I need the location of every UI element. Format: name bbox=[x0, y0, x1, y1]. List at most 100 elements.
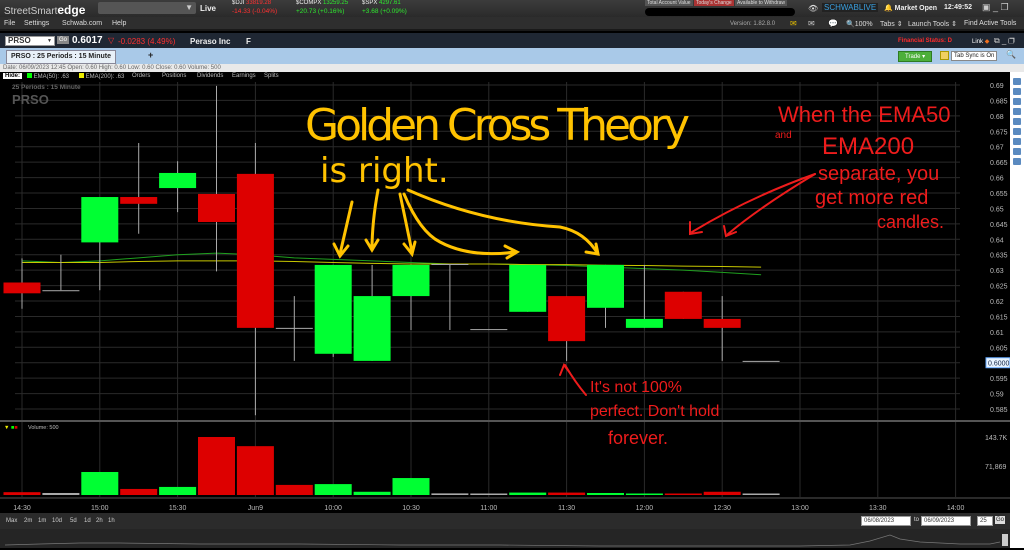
candle-body[interactable] bbox=[625, 318, 663, 328]
y-tick-label: 0.655 bbox=[990, 191, 1008, 198]
legend-dividends[interactable]: Dividends bbox=[197, 73, 224, 79]
menu-bar: File Settings Schwab.com Help Version: 1.82… bbox=[0, 17, 1024, 31]
y-tick-label: 0.585 bbox=[990, 407, 1008, 414]
alerts-icon[interactable]: ✉ bbox=[790, 19, 797, 28]
index-change: +3.68 (+0.09%) bbox=[362, 8, 407, 15]
price-chart[interactable]: 0.69 0.685 0.68 0.675 0.67 0.665 0.66 0.655 0.65… bbox=[0, 82, 1010, 513]
hide-button[interactable]: Hide: bbox=[3, 73, 22, 79]
schwab-live-logo: SCHWABLIVE bbox=[822, 3, 879, 12]
candle-body[interactable] bbox=[548, 296, 586, 342]
palette-icon[interactable] bbox=[1013, 138, 1021, 145]
volume-bar bbox=[703, 491, 741, 495]
symbol-input[interactable]: PRSO ▼ bbox=[5, 36, 55, 46]
menu-file[interactable]: File bbox=[4, 20, 16, 27]
link-button[interactable]: Link ◆ bbox=[972, 39, 990, 45]
layout-icon[interactable] bbox=[1013, 158, 1021, 165]
note-icon[interactable] bbox=[940, 51, 949, 60]
tab-sync-toggle[interactable]: Tab Sync is On bbox=[951, 51, 998, 61]
periods-stepper[interactable]: 25 bbox=[977, 516, 993, 526]
available-to-withdraw: Available to Withdraw bbox=[735, 0, 788, 6]
candle-body[interactable] bbox=[159, 172, 197, 189]
to-date-input[interactable]: 06/09/2023 bbox=[921, 516, 971, 526]
line-icon[interactable] bbox=[1013, 118, 1021, 125]
study-icon[interactable] bbox=[1013, 98, 1021, 105]
candle-body[interactable] bbox=[120, 197, 158, 204]
volume-bar bbox=[470, 493, 508, 495]
candle-body[interactable] bbox=[236, 173, 274, 328]
add-tab-button[interactable]: + bbox=[148, 50, 154, 60]
candle-body[interactable] bbox=[703, 318, 741, 328]
panel-controls[interactable]: ⧉ _ ❐ bbox=[994, 36, 1015, 45]
x-tick-label: 14:00 bbox=[947, 505, 965, 512]
launch-tools-menu[interactable]: Launch Tools ⇕ bbox=[908, 21, 957, 28]
account-summary: Total Account Value Today's Change Avail… bbox=[645, 0, 805, 9]
range-1d[interactable]: 1d bbox=[84, 518, 91, 524]
legend-positions[interactable]: Positions bbox=[162, 73, 187, 79]
range-2m[interactable]: 2m bbox=[24, 518, 33, 524]
y-tick-label: 0.615 bbox=[990, 314, 1008, 321]
chat-icon[interactable]: 💬 bbox=[828, 19, 838, 28]
y-tick-label: 0.61 bbox=[990, 330, 1004, 337]
candle-body[interactable] bbox=[3, 282, 41, 294]
last-price: 0.6017 bbox=[72, 35, 103, 46]
volume-bar bbox=[509, 492, 547, 495]
mail-icon[interactable]: ✉ bbox=[808, 19, 815, 28]
candle-body[interactable] bbox=[275, 327, 313, 329]
go-button[interactable]: Go bbox=[57, 36, 70, 44]
range-2h[interactable]: 2h bbox=[96, 518, 103, 524]
tab-prso[interactable]: PRSO : 25 Periods : 15 Minute bbox=[6, 50, 116, 64]
range-10d[interactable]: 10d bbox=[52, 518, 63, 524]
candle-body[interactable] bbox=[353, 296, 391, 361]
candle-body[interactable] bbox=[587, 264, 624, 308]
annotation-separate-line: separate, you bbox=[818, 163, 939, 185]
x-tick-label: 13:00 bbox=[791, 505, 809, 512]
legend-ema200[interactable]: EMA(200): .63 bbox=[79, 73, 124, 80]
tabs-menu[interactable]: Tabs ⇕ bbox=[880, 21, 903, 28]
compare-icon[interactable] bbox=[1013, 128, 1021, 135]
account-select[interactable]: ▼ bbox=[98, 2, 196, 14]
zoom-in-icon[interactable]: 🔍 bbox=[1006, 50, 1016, 59]
find-active-tools[interactable]: Find Active Tools bbox=[964, 20, 1017, 27]
legend-ema50[interactable]: EMA(50): .63 bbox=[27, 73, 69, 80]
settings-icon[interactable] bbox=[1013, 108, 1021, 115]
legend-earnings[interactable]: Earnings bbox=[232, 73, 256, 79]
ema50-line bbox=[21, 252, 762, 276]
range-1m[interactable]: 1m bbox=[38, 518, 47, 524]
legend-orders[interactable]: Orders bbox=[132, 73, 151, 79]
trade-button[interactable]: Trade ▾ bbox=[898, 51, 933, 62]
range-5d[interactable]: 5d bbox=[70, 518, 77, 524]
yellow-arrow bbox=[402, 192, 521, 260]
candle-body[interactable] bbox=[314, 264, 352, 354]
navigator-strip[interactable] bbox=[0, 529, 1010, 548]
candle-body[interactable] bbox=[664, 291, 702, 319]
y-tick-label: 0.665 bbox=[990, 160, 1008, 167]
draw-icon[interactable] bbox=[1013, 88, 1021, 95]
navigator-handle[interactable] bbox=[1002, 534, 1008, 546]
from-date-input[interactable]: 06/08/2023 bbox=[861, 516, 911, 526]
eye-icon[interactable]: 👁 bbox=[808, 4, 819, 13]
annotation-golden-cross: Golden Cross Theory bbox=[305, 100, 690, 151]
legend-splits[interactable]: Splits bbox=[264, 73, 279, 79]
window-controls[interactable]: ▣ _ ❐ bbox=[982, 2, 1009, 12]
menu-schwabcom[interactable]: Schwab.com bbox=[62, 20, 103, 27]
range-Max[interactable]: Max bbox=[6, 518, 18, 524]
red-arrow bbox=[723, 173, 816, 238]
chart-type-icon[interactable] bbox=[1013, 78, 1021, 85]
range-go-button[interactable]: Go bbox=[995, 516, 1006, 524]
candle-body[interactable] bbox=[470, 329, 508, 331]
menu-settings[interactable]: Settings bbox=[24, 20, 50, 27]
candle-body[interactable] bbox=[42, 290, 80, 292]
version: Version: 1.82.8.0 bbox=[730, 21, 776, 27]
range-1h[interactable]: 1h bbox=[108, 518, 115, 524]
candle-body[interactable] bbox=[509, 264, 547, 312]
zoom-level[interactable]: 🔍100% bbox=[846, 21, 873, 28]
candle-body[interactable] bbox=[431, 263, 469, 265]
yellow-arrow bbox=[398, 192, 417, 258]
candle-body[interactable] bbox=[742, 360, 780, 362]
candle-body[interactable] bbox=[198, 193, 235, 223]
navigator-line bbox=[4, 534, 1001, 547]
menu-help[interactable]: Help bbox=[112, 20, 127, 27]
pin-icon[interactable] bbox=[1013, 148, 1021, 155]
candle-body[interactable] bbox=[81, 197, 119, 243]
candle-body[interactable] bbox=[392, 264, 430, 297]
